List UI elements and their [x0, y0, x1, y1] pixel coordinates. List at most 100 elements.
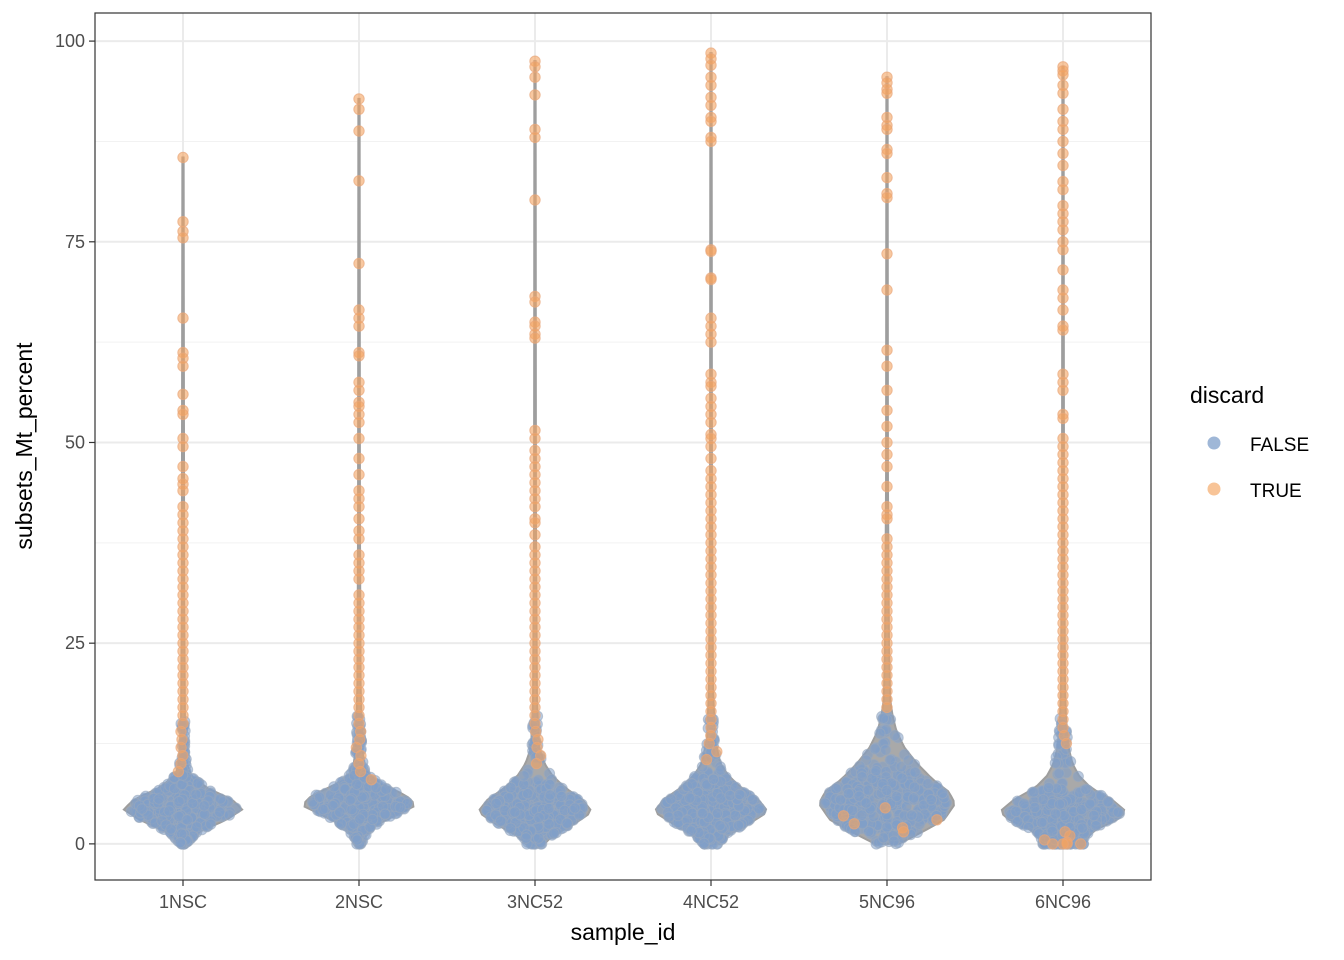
- point-false: [874, 727, 886, 740]
- point-true: [1057, 292, 1069, 304]
- point-false: [908, 792, 920, 804]
- point-false: [569, 802, 581, 814]
- point-true: [881, 123, 893, 136]
- point-false: [665, 793, 677, 805]
- point-false: [153, 793, 165, 805]
- point-false: [842, 788, 855, 800]
- point-true: [881, 460, 893, 473]
- point-true: [353, 175, 365, 187]
- point-true: [353, 432, 365, 445]
- point-true: [881, 147, 893, 160]
- point-false: [533, 811, 545, 824]
- point-true: [881, 701, 893, 714]
- point-true: [529, 432, 541, 445]
- point-false: [354, 813, 366, 825]
- y-tick-label: 25: [65, 633, 85, 653]
- plot-background: [95, 13, 1151, 880]
- point-false: [495, 815, 507, 827]
- point-true: [177, 485, 189, 497]
- point-true: [881, 344, 893, 356]
- point-true: [529, 501, 541, 513]
- point-false: [1049, 808, 1062, 820]
- point-false: [328, 781, 340, 793]
- point-false: [520, 832, 532, 844]
- point-false: [714, 819, 726, 832]
- point-false: [1064, 755, 1077, 768]
- point-true: [881, 513, 893, 525]
- point-true: [837, 810, 850, 822]
- point-false: [1053, 798, 1066, 810]
- point-false: [191, 821, 203, 833]
- x-tick-label: 3NC52: [507, 892, 563, 912]
- point-false: [1112, 806, 1125, 818]
- point-false: [351, 834, 363, 846]
- point-true: [1057, 135, 1069, 148]
- point-false: [1049, 757, 1062, 769]
- point-false: [317, 803, 329, 816]
- point-true: [1057, 304, 1069, 316]
- data-points: [125, 47, 1126, 850]
- point-false: [1011, 816, 1024, 828]
- point-true: [881, 87, 893, 100]
- point-true: [353, 533, 365, 545]
- point-false: [877, 832, 890, 844]
- point-false: [223, 809, 236, 821]
- point-true: [177, 388, 189, 400]
- point-true: [881, 448, 893, 461]
- point-true: [353, 573, 365, 585]
- point-false: [503, 792, 515, 804]
- point-false: [1042, 781, 1055, 794]
- point-true: [705, 273, 717, 286]
- point-true: [848, 818, 860, 830]
- point-true: [177, 440, 189, 453]
- point-false: [686, 778, 698, 790]
- point-false: [190, 788, 202, 801]
- point-false: [697, 807, 709, 819]
- legend-title: discard: [1190, 382, 1264, 408]
- point-true: [1057, 224, 1069, 236]
- point-false: [1028, 786, 1040, 798]
- x-axis-title: sample_id: [571, 919, 676, 945]
- point-true: [353, 103, 365, 116]
- point-false: [192, 777, 204, 789]
- y-axis-title: subsets_Mt_percent: [11, 342, 37, 550]
- point-false: [1010, 805, 1022, 818]
- point-false: [505, 822, 517, 834]
- legend-key-true: [1207, 482, 1221, 496]
- point-false: [205, 818, 217, 830]
- point-false: [715, 764, 727, 776]
- point-true: [881, 191, 893, 204]
- point-true: [177, 460, 189, 473]
- point-true: [1057, 384, 1069, 396]
- point-false: [214, 793, 227, 805]
- legend-label-true: TRUE: [1250, 481, 1302, 502]
- point-true: [353, 320, 365, 332]
- point-false: [181, 814, 193, 826]
- point-true: [705, 416, 717, 429]
- point-true: [1060, 737, 1073, 750]
- point-true: [353, 384, 365, 396]
- point-false: [1102, 796, 1114, 808]
- point-false: [1076, 822, 1089, 834]
- point-false: [877, 712, 890, 724]
- point-false: [548, 827, 560, 839]
- y-tick-label: 50: [65, 432, 85, 452]
- point-true: [879, 802, 891, 814]
- point-false: [394, 801, 406, 814]
- point-true: [897, 826, 910, 838]
- point-false: [888, 835, 900, 847]
- point-true: [881, 248, 893, 260]
- point-true: [353, 501, 365, 513]
- point-true: [353, 513, 365, 525]
- point-false: [881, 821, 893, 833]
- point-true: [353, 468, 365, 481]
- point-false: [490, 797, 502, 810]
- point-false: [860, 797, 872, 809]
- x-tick-label: 5NC96: [859, 892, 915, 912]
- point-true: [705, 380, 717, 392]
- point-false: [685, 825, 697, 837]
- point-false: [1090, 820, 1102, 832]
- point-false: [165, 823, 177, 835]
- point-true: [1075, 838, 1087, 850]
- point-true: [711, 745, 723, 758]
